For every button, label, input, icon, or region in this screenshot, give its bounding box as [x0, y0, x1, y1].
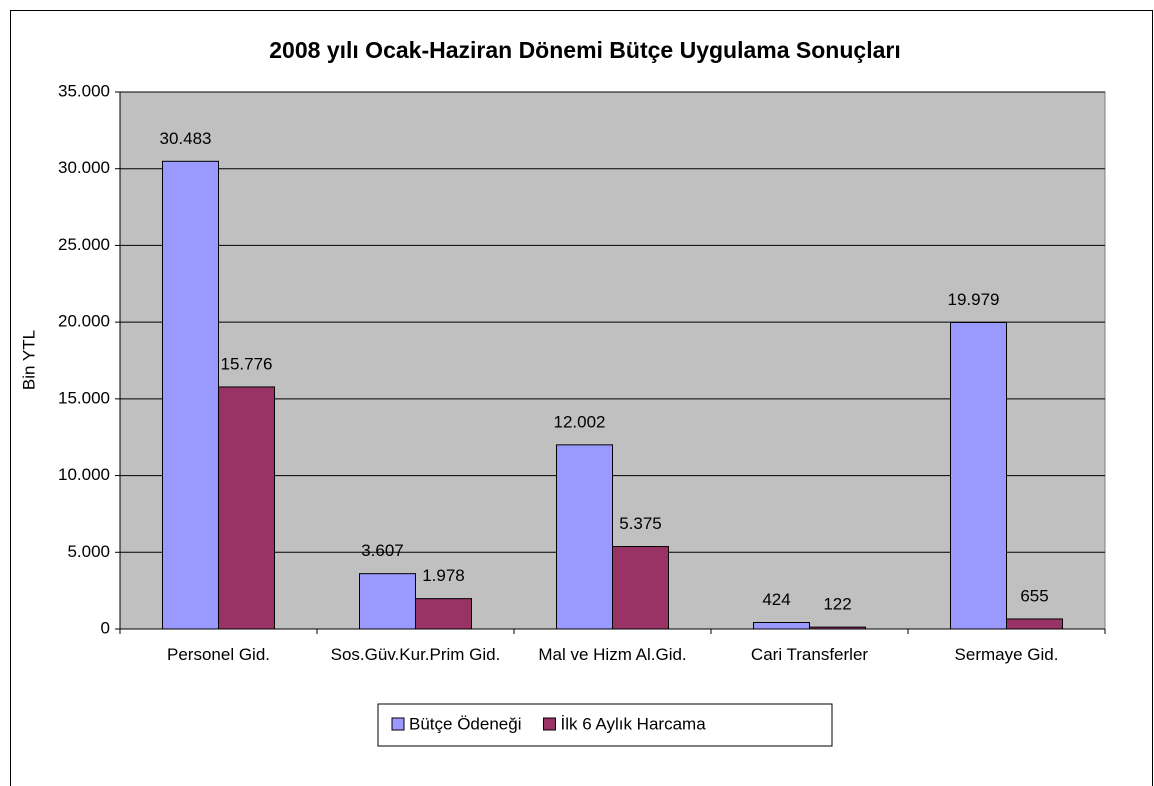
data-label: 19.979 [948, 290, 1000, 309]
y-tick-label: 5.000 [67, 542, 110, 561]
x-tick-label: Sermaye Gid. [954, 645, 1059, 664]
y-axis-label: Bin YTL [19, 330, 38, 390]
y-tick-label: 10.000 [58, 465, 110, 484]
bar [612, 546, 669, 630]
legend-swatch [542, 717, 556, 731]
bar [415, 598, 472, 630]
data-label: 655 [1020, 586, 1048, 605]
bar [1006, 618, 1063, 630]
data-label: 122 [823, 595, 851, 614]
y-tick-label: 0 [101, 618, 110, 637]
y-tick-label: 25.000 [58, 235, 110, 254]
bar [753, 621, 810, 630]
data-label: 30.483 [160, 129, 212, 148]
chart-title: 2008 yılı Ocak-Haziran Dönemi Bütçe Uygu… [269, 37, 900, 63]
bar [359, 573, 416, 630]
data-label: 5.375 [619, 514, 662, 533]
legend-label: Bütçe Ödeneği [409, 714, 521, 733]
data-label: 3.607 [361, 541, 404, 560]
bar [950, 321, 1007, 630]
legend-label: İlk 6 Aylık Harcama [560, 714, 706, 733]
legend-box [377, 703, 833, 747]
x-tick-label: Cari Transferler [750, 645, 869, 664]
x-tick-label: Mal ve Hizm Al.Gid. [538, 645, 687, 664]
y-tick-label: 20.000 [58, 312, 110, 331]
x-tick-label: Sos.Güv.Kur.Prim Gid. [330, 645, 501, 664]
data-label: 15.776 [221, 354, 273, 373]
data-label: 12.002 [554, 412, 606, 431]
bar [556, 444, 613, 630]
x-tick-label: Personel Gid. [167, 645, 270, 664]
chart-border [10, 10, 1153, 786]
data-label: 1.978 [422, 566, 465, 585]
legend-swatch [391, 717, 405, 731]
data-label: 424 [762, 590, 790, 609]
bar [218, 386, 275, 630]
bar [162, 160, 219, 630]
y-tick-label: 15.000 [58, 388, 110, 407]
y-tick-label: 30.000 [58, 158, 110, 177]
y-tick-label: 35.000 [58, 81, 110, 100]
